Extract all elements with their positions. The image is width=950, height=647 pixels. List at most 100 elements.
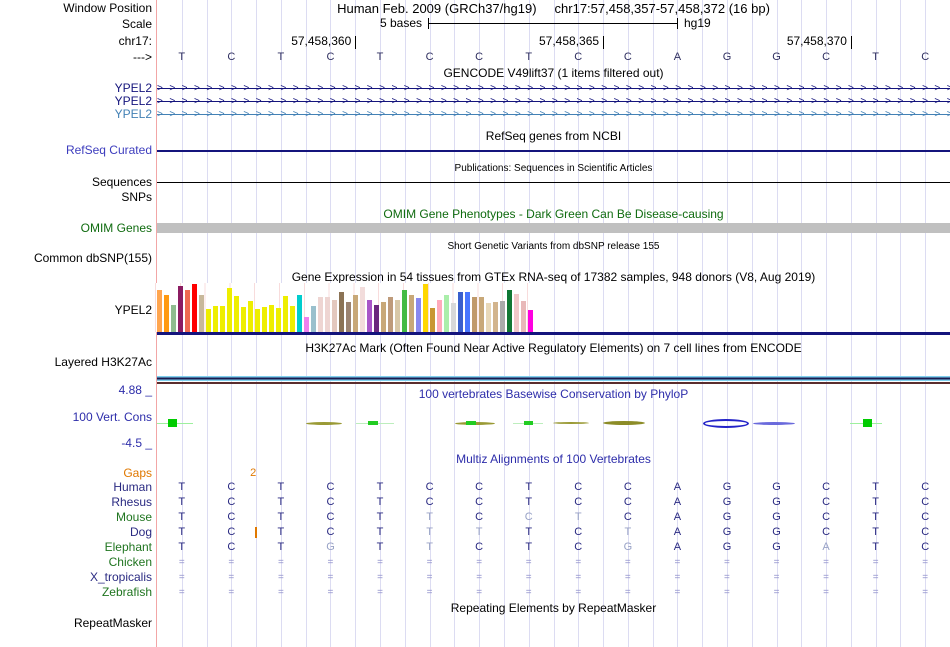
gtex-tissue-bar[interactable] xyxy=(339,292,344,332)
gtex-tissue-bar[interactable] xyxy=(192,284,197,332)
gtex-tissue-bar[interactable] xyxy=(430,308,435,332)
row-label-gaps[interactable]: Gaps xyxy=(123,466,152,480)
track-label-common-dbsnp[interactable]: Common dbSNP(155) xyxy=(33,251,152,265)
gtex-tissue-bar[interactable] xyxy=(444,295,449,332)
gene-label-ypel2-1[interactable]: YPEL2 xyxy=(114,94,152,108)
gencode-track-title[interactable]: GENCODE V49lift37 (1 items filtered out) xyxy=(443,66,664,80)
row-label-rhesus[interactable]: Rhesus xyxy=(111,495,152,509)
gtex-tissue-bar[interactable] xyxy=(360,287,365,332)
track-label-repeatmasker[interactable]: RepeatMasker xyxy=(73,616,152,630)
gtex-tissue-bar[interactable] xyxy=(521,301,526,332)
gtex-tissue-bar[interactable] xyxy=(297,295,302,332)
row-label-human[interactable]: Human xyxy=(113,480,152,494)
aligned-base: C xyxy=(227,541,236,553)
refseq-curated-gene-line[interactable] xyxy=(157,150,950,152)
h3k27ac-track-title[interactable]: H3K27Ac Mark (Often Found Near Active Re… xyxy=(305,341,802,355)
gtex-tissue-bar[interactable] xyxy=(283,296,288,332)
gtex-tissue-bar[interactable] xyxy=(388,297,393,332)
row-label-x_tropicalis[interactable]: X_tropicalis xyxy=(89,570,152,584)
grid-line xyxy=(801,0,803,647)
gtex-tissue-bar[interactable] xyxy=(528,310,533,332)
row-label-chicken[interactable]: Chicken xyxy=(108,555,152,569)
base-letter: C xyxy=(623,51,632,63)
omim-gene-bar[interactable] xyxy=(157,223,950,233)
gtex-tissue-bar[interactable] xyxy=(367,300,372,332)
gtex-tissue-bar[interactable] xyxy=(199,295,204,332)
conservation-track-title[interactable]: 100 vertebrates Basewise Conservation by… xyxy=(418,387,689,401)
track-label-omim-genes[interactable]: OMIM Genes xyxy=(80,221,152,235)
gtex-tissue-bar[interactable] xyxy=(381,302,386,332)
grid-line xyxy=(702,0,704,647)
repeatmasker-track-title[interactable]: Repeating Elements by RepeatMasker xyxy=(450,601,657,615)
publications-track-title[interactable]: Publications: Sequences in Scientific Ar… xyxy=(454,163,653,174)
track-label-refseq-curated[interactable]: RefSeq Curated xyxy=(65,143,152,157)
gtex-tissue-bar[interactable] xyxy=(346,302,351,332)
track-label-gtex-ypel2[interactable]: YPEL2 xyxy=(114,303,152,317)
publications-sequence-line[interactable] xyxy=(157,182,950,183)
gene-transcript-line[interactable]: >>>>>>>>>>>>>>>>>>>>>>>>>>>>>>>>>>>>>>>>… xyxy=(157,83,950,94)
gtex-tissue-bar[interactable] xyxy=(185,290,190,332)
gtex-tissue-bar[interactable] xyxy=(227,288,232,332)
row-label-dog[interactable]: Dog xyxy=(129,525,152,539)
gtex-tissue-bar[interactable] xyxy=(290,306,295,332)
gtex-tissue-bar[interactable] xyxy=(206,309,211,332)
gtex-tissue-bar[interactable] xyxy=(178,286,183,332)
gtex-tissue-bar[interactable] xyxy=(262,307,267,332)
row-label-elephant[interactable]: Elephant xyxy=(104,540,152,554)
ruler-tick-label: 57,458,365 xyxy=(539,34,600,48)
gtex-tissue-bar[interactable] xyxy=(402,290,407,332)
gtex-tissue-bar[interactable] xyxy=(514,294,519,332)
gtex-tissue-bar[interactable] xyxy=(423,284,428,332)
gtex-tissue-bar[interactable] xyxy=(472,297,477,332)
gtex-tissue-bar[interactable] xyxy=(318,297,323,332)
gene-transcript-line[interactable]: >>>>>>>>>>>>>>>>>>>>>>>>>>>>>>>>>>>>>>>>… xyxy=(157,109,950,120)
gtex-tissue-bar[interactable] xyxy=(479,297,484,332)
gtex-tissue-bar[interactable] xyxy=(465,292,470,332)
multiz-track-title[interactable]: Multiz Alignments of 100 Vertebrates xyxy=(456,452,651,466)
gtex-tissue-bar[interactable] xyxy=(248,301,253,332)
row-label-zebrafish[interactable]: Zebrafish xyxy=(101,585,152,599)
gtex-tissue-bar[interactable] xyxy=(332,300,337,332)
gtex-tissue-bar[interactable] xyxy=(325,297,330,332)
omim-track-title[interactable]: OMIM Gene Phenotypes - Dark Green Can Be… xyxy=(383,207,724,221)
track-label-layered-h3k27ac[interactable]: Layered H3K27Ac xyxy=(54,355,152,369)
gtex-tissue-bar[interactable] xyxy=(220,306,225,332)
gtex-tissue-bar[interactable] xyxy=(304,317,309,332)
gtex-tissue-bar[interactable] xyxy=(395,300,400,332)
refseq-track-title[interactable]: RefSeq genes from NCBI xyxy=(485,129,622,143)
gtex-tissue-bar[interactable] xyxy=(213,306,218,332)
gtex-tissue-bar[interactable] xyxy=(451,303,456,332)
gtex-tissue-bar[interactable] xyxy=(500,301,505,332)
h3k27ac-signal-band[interactable] xyxy=(157,376,950,381)
track-label-100-vert-cons[interactable]: 100 Vert. Cons xyxy=(72,410,152,424)
gtex-tissue-bar[interactable] xyxy=(437,300,442,332)
track-label-sequences[interactable]: Sequences xyxy=(91,175,152,189)
gtex-tissue-bar[interactable] xyxy=(234,296,239,332)
gene-label-ypel2-2[interactable]: YPEL2 xyxy=(114,107,152,121)
gtex-tissue-bar[interactable] xyxy=(353,295,358,332)
alignment-gap-glyph: = xyxy=(872,587,879,598)
gtex-tissue-bar[interactable] xyxy=(276,308,281,332)
row-label-mouse[interactable]: Mouse xyxy=(115,510,152,524)
gtex-tissue-bar[interactable] xyxy=(486,303,491,332)
gene-label-ypel2-0[interactable]: YPEL2 xyxy=(114,81,152,95)
gtex-tissue-bar[interactable] xyxy=(458,292,463,332)
gtex-tissue-bar[interactable] xyxy=(157,290,162,332)
gtex-tissue-bar[interactable] xyxy=(416,298,421,332)
gtex-track-title[interactable]: Gene Expression in 54 tissues from GTEx … xyxy=(291,270,816,284)
gtex-tissue-bar[interactable] xyxy=(311,306,316,332)
gtex-tissue-bar[interactable] xyxy=(164,295,169,332)
gtex-tissue-bar[interactable] xyxy=(269,305,274,332)
dbsnp-track-title[interactable]: Short Genetic Variants from dbSNP releas… xyxy=(447,241,660,252)
gtex-tissue-bar[interactable] xyxy=(255,309,260,332)
gtex-tissue-bar[interactable] xyxy=(171,305,176,332)
gtex-tissue-bar[interactable] xyxy=(507,290,512,332)
gtex-expression-barchart[interactable] xyxy=(155,283,541,332)
track-label-snps[interactable]: SNPs xyxy=(121,190,152,204)
gene-transcript-line[interactable]: >>>>>>>>>>>>>>>>>>>>>>>>>>>>>>>>>>>>>>>>… xyxy=(157,96,950,107)
gtex-tissue-bar[interactable] xyxy=(374,305,379,332)
gtex-tissue-bar[interactable] xyxy=(241,307,246,332)
gtex-tissue-bar[interactable] xyxy=(409,295,414,332)
gtex-tissue-bar[interactable] xyxy=(493,302,498,332)
